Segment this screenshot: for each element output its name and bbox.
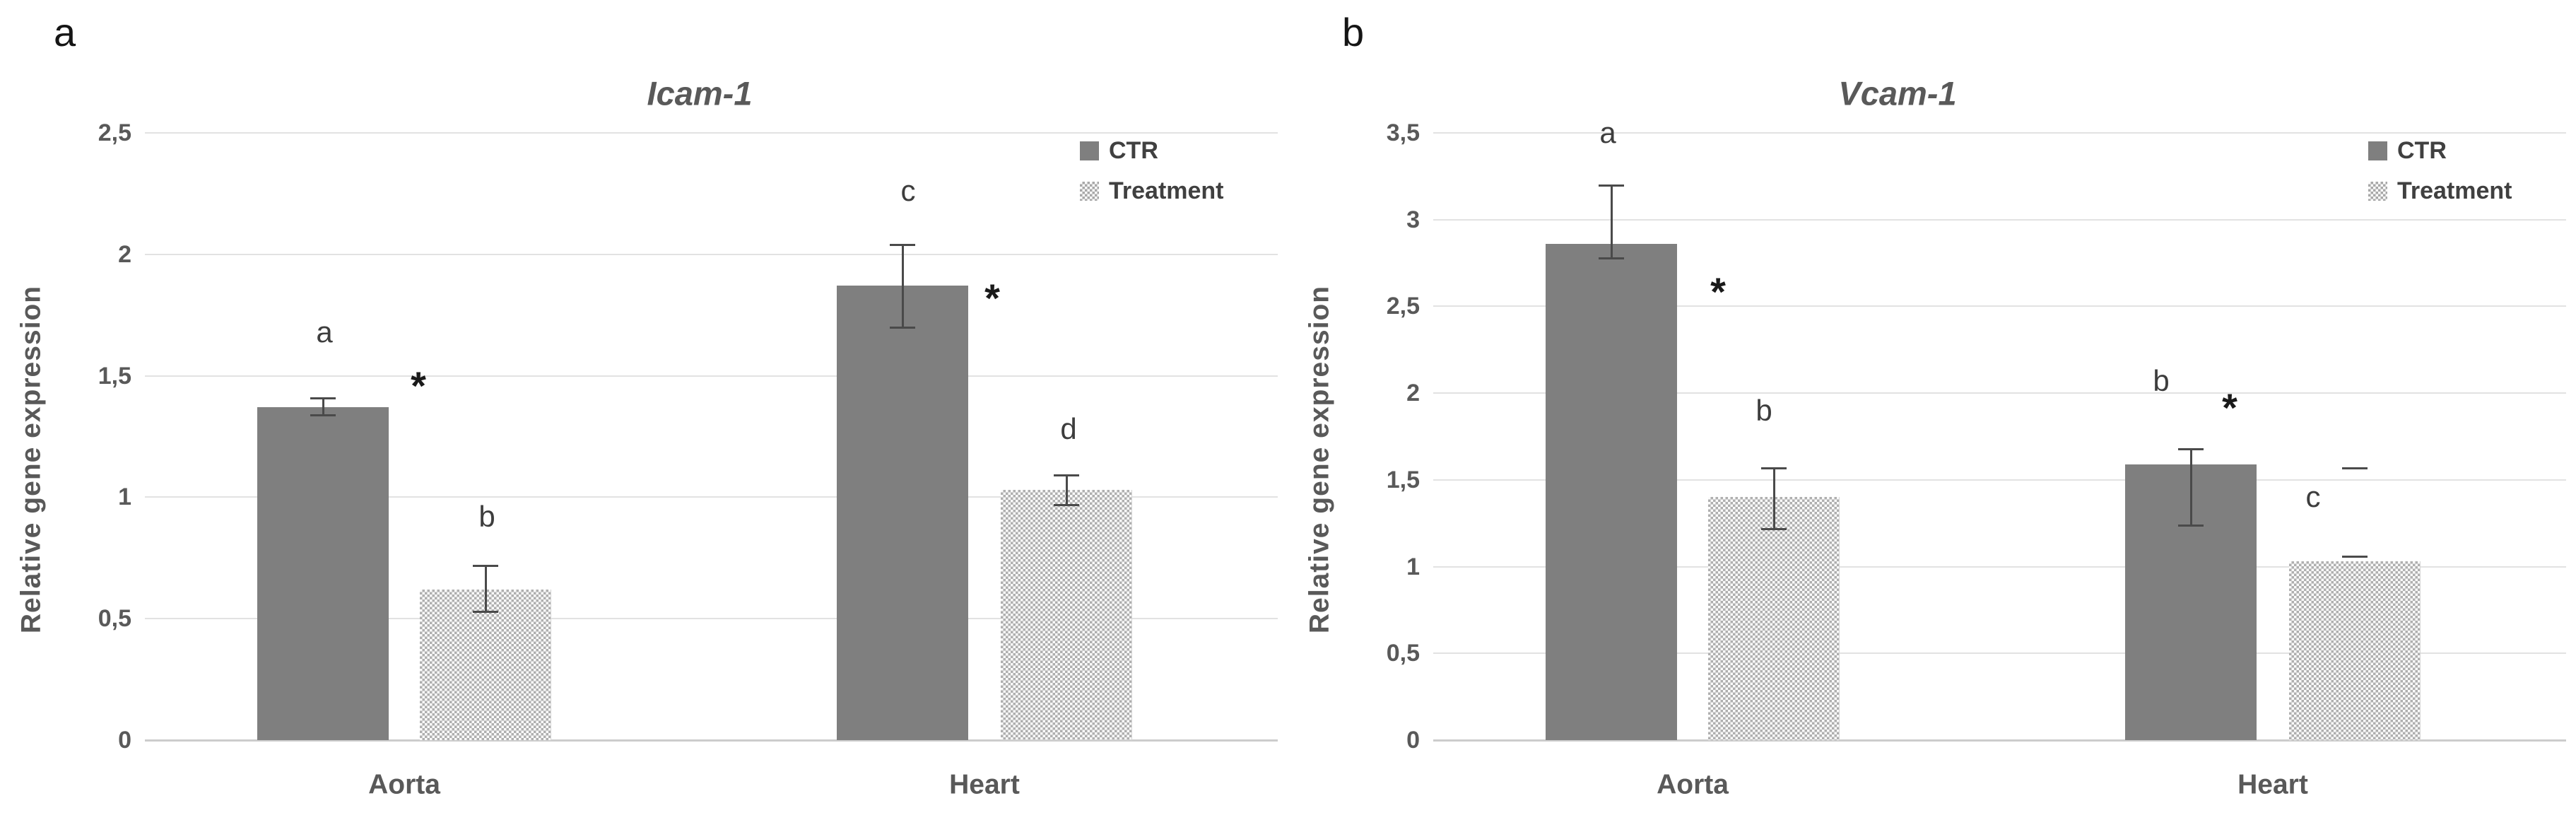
chart-title-vcam1: Vcam-1 [1838, 74, 1957, 112]
significance-letter-b: b [1755, 393, 1772, 427]
y-tick-label: 1,5 [98, 362, 131, 390]
error-bar [1772, 467, 1775, 529]
y-tick-label: 0 [1406, 727, 1420, 754]
panel-letter-b: b [1342, 10, 1365, 54]
bar-ctr-aorta [1546, 244, 1677, 740]
gridline [145, 253, 1278, 255]
category-label-heart: Heart [949, 769, 1020, 800]
error-bar-cap-bottom [473, 610, 498, 613]
error-bar-cap-bottom [1054, 503, 1079, 506]
y-tick-label: 1 [118, 484, 131, 511]
gridline [145, 618, 1278, 620]
gridline [145, 496, 1278, 498]
significance-asterisk: * [2222, 385, 2237, 430]
chart-title-icam1: Icam-1 [647, 74, 753, 112]
error-bar-cap-bottom [1761, 527, 1787, 530]
bar-treatment-heart [2289, 561, 2421, 740]
y-axis-title: Relative gene expression [16, 285, 47, 634]
gridline [1433, 566, 2566, 568]
error-bar [484, 565, 487, 611]
bar-ctr-aorta [257, 407, 389, 740]
error-bar-cap-top [473, 564, 498, 567]
legend-item-treatment: Treatment [1080, 179, 1285, 203]
legend-item-ctr: CTR [1080, 139, 1285, 163]
category-label-aorta: Aorta [1657, 769, 1729, 800]
significance-letter-d: d [1060, 412, 1077, 446]
legend-label-treatment: Treatment [2397, 177, 2512, 204]
error-bar-cap-top [1599, 184, 1624, 187]
error-bar [901, 245, 904, 327]
error-bar-cap-bottom [310, 414, 336, 416]
significance-letter-a: a [1599, 116, 1616, 149]
x-axis-line [145, 739, 1278, 742]
panel-letter-a: a [54, 10, 76, 54]
significance-asterisk: * [411, 363, 426, 409]
error-bar-cap-bottom [890, 326, 915, 329]
bar-ctr-heart [837, 286, 968, 740]
treatment-swatch-icon [2368, 181, 2387, 201]
gridline [1433, 218, 2566, 221]
gridline [145, 132, 1278, 134]
significance-letter-b: b [478, 499, 495, 533]
error-bar-cap-top [310, 397, 336, 399]
ctr-swatch-icon [2368, 141, 2387, 160]
error-bar [322, 397, 324, 415]
panel-vcam1: b Vcam-1 Relative gene expression 0 0,5 1 1… [1288, 0, 2576, 820]
ctr-swatch-icon [1080, 141, 1099, 160]
y-tick-label: 3 [1406, 206, 1420, 233]
error-bar-cap-top [1761, 467, 1787, 469]
category-label-heart: Heart [2237, 769, 2308, 800]
error-bar-cap-bottom [2178, 524, 2204, 527]
legend: CTR Treatment [2368, 139, 2573, 219]
y-tick-label: 0 [118, 727, 131, 754]
y-tick-label: 0,5 [1386, 640, 1420, 667]
significance-letter-c: c [900, 174, 916, 208]
legend-label-ctr: CTR [2397, 137, 2447, 164]
panel-icam1: a Icam-1 Relative gene expression 0 0,5 1 1… [16, 10, 1285, 800]
error-bar [1065, 475, 1068, 505]
significance-asterisk: * [1710, 269, 1726, 314]
y-tick-label: 2 [118, 240, 131, 268]
y-tick-label: 1 [1406, 553, 1420, 580]
error-bar [2189, 448, 2192, 525]
y-tick-label: 2,5 [98, 119, 131, 146]
error-bar-cap-bottom [2342, 467, 2368, 469]
error-bar-cap-top [890, 244, 915, 247]
category-label-aorta: Aorta [368, 769, 440, 800]
bar-treatment-aorta [1708, 497, 1840, 740]
legend: CTR Treatment [1080, 139, 1285, 219]
significance-letter-b: b [2153, 363, 2170, 397]
y-tick-label: 3,5 [1386, 119, 1420, 146]
legend-item-treatment: Treatment [2368, 179, 2573, 203]
legend-label-treatment: Treatment [1109, 177, 1224, 204]
gridline [1433, 479, 2566, 481]
gridline [1433, 392, 2566, 394]
gridline [1433, 132, 2566, 134]
error-bar-cap-bottom [1599, 257, 1624, 259]
y-tick-label: 2,5 [1386, 293, 1420, 320]
x-axis-line [1433, 739, 2566, 742]
legend-item-ctr: CTR [2368, 139, 2573, 163]
y-tick-label: 2 [1406, 380, 1420, 407]
treatment-swatch-icon [1080, 181, 1099, 201]
error-bar-cap-top [2178, 447, 2204, 450]
significance-asterisk: * [984, 276, 1000, 321]
y-tick-label: 1,5 [1386, 466, 1420, 493]
error-bar-cap-top [1054, 474, 1079, 477]
bar-treatment-aorta [420, 589, 551, 740]
significance-letter-a: a [316, 315, 333, 348]
y-tick-label: 0,5 [98, 605, 131, 633]
error-bar [1610, 184, 1613, 258]
error-bar-cap-top [2342, 555, 2368, 558]
bar-treatment-heart [1001, 490, 1132, 740]
legend-label-ctr: CTR [1109, 137, 1158, 164]
y-axis-title: Relative gene expression [1304, 285, 1335, 634]
gridline [1433, 652, 2566, 655]
significance-letter-c: c [2305, 480, 2321, 514]
gridline [145, 375, 1278, 377]
gridline [1433, 305, 2566, 308]
